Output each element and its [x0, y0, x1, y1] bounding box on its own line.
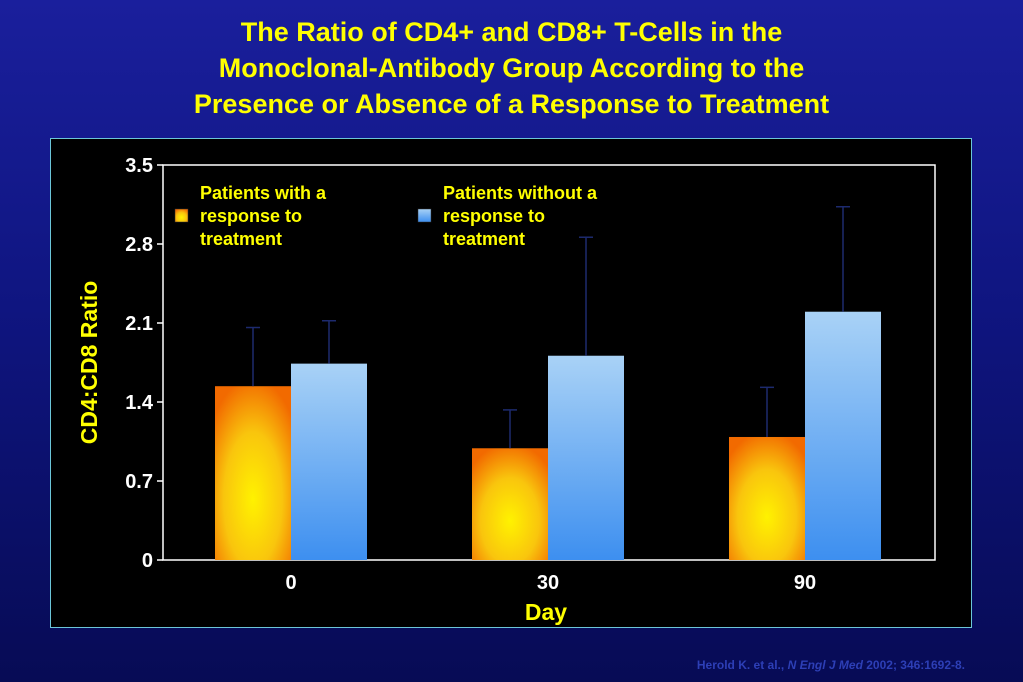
title-line-2: Monoclonal-Antibody Group According to t…: [218, 53, 805, 83]
citation-details: 2002; 346:1692-8.: [866, 658, 965, 672]
y-tick-label: 3.5: [125, 155, 153, 177]
legend-label-line: response to: [443, 206, 545, 226]
y-tick-label: 0.7: [125, 471, 153, 493]
bar-responders-day-90: [729, 436, 805, 560]
citation-journal: N Engl J Med: [787, 658, 863, 672]
legend-label-line: Patients with a: [200, 183, 327, 203]
legend-swatch-responders: [174, 208, 189, 223]
x-tick-label: 30: [537, 572, 559, 594]
y-tick-label: 2.8: [125, 234, 153, 256]
bar-chart: 3.5 2.8 2.1 1.4 0.7 0 CD4:CD8 Ratio Day 0 30 90 Pat…: [76, 155, 936, 625]
bar-responders-day-30: [472, 448, 548, 560]
x-tick-label: 0: [285, 572, 296, 594]
bar-non-responders-day-90: [805, 311, 881, 560]
y-tick-label: 1.4: [125, 392, 154, 414]
citation: Herold K. et al., N Engl J Med 2002; 346…: [697, 658, 965, 672]
legend-label-line: response to: [200, 206, 302, 226]
x-axis-label: Day: [525, 599, 567, 625]
legend-label-line: treatment: [443, 229, 525, 249]
legend-label-line: Patients without a: [443, 183, 598, 203]
legend-label-line: treatment: [200, 229, 282, 249]
bar-non-responders-day-0: [291, 363, 367, 560]
bar-non-responders-day-30: [548, 355, 624, 560]
y-axis-label: CD4:CD8 Ratio: [76, 281, 102, 445]
chart-title: The Ratio of CD4+ and CD8+ T-Cells in th…: [0, 14, 1023, 122]
x-tick-label: 90: [794, 572, 816, 594]
chart-panel: 3.5 2.8 2.1 1.4 0.7 0 CD4:CD8 Ratio Day 0 30 90 Pat…: [50, 138, 972, 628]
y-tick-label: 2.1: [125, 313, 153, 335]
bar-responders-day-0: [215, 386, 291, 560]
title-line-3: Presence or Absence of a Response to Tre…: [193, 89, 830, 119]
citation-authors: Herold K. et al.,: [696, 658, 785, 672]
title-line-1: The Ratio of CD4+ and CD8+ T-Cells in th…: [240, 17, 783, 47]
legend-swatch-non-responders: [417, 208, 432, 223]
y-tick-label: 0: [142, 550, 153, 572]
